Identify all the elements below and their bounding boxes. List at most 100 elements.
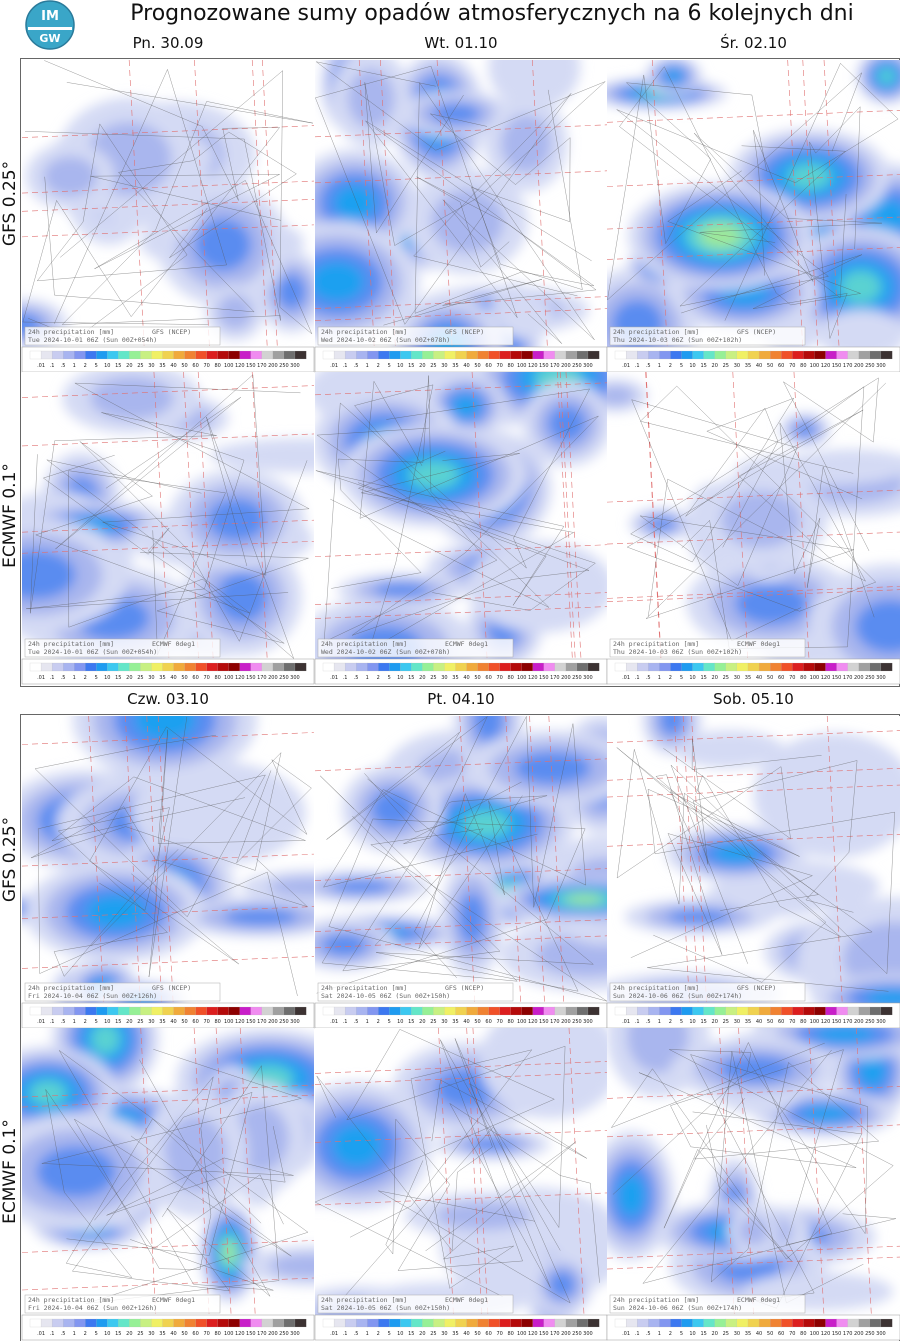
colorbar-cell (736, 1006, 749, 1016)
colorbar-label: 35 (159, 675, 165, 681)
lat-lon-line (645, 372, 662, 659)
colorbar-cell (725, 1318, 738, 1328)
colorbar-label: 250 (865, 363, 875, 369)
colorbar-label: 1 (658, 1019, 661, 1025)
colorbar-label: 200 (268, 675, 278, 681)
colorbar-label: 1 (73, 675, 76, 681)
colorbar-cell (140, 1006, 152, 1016)
colorbar-label: 100 (517, 363, 527, 369)
colorbar-label: 80 (507, 1019, 513, 1025)
lat-lon-line (802, 60, 819, 347)
caption-label: 24h precipitation [mm] (28, 984, 114, 992)
colorbar-cell (184, 662, 196, 672)
caption-valid: Sat 2024-10-05 06Z (Sun 00Z+150h) (321, 992, 450, 1000)
precip-area (195, 218, 252, 271)
colorbar-label: 80 (214, 1331, 220, 1337)
precip-area (855, 599, 900, 654)
colorbar-cell (858, 350, 871, 360)
colorbar-cell (747, 1318, 760, 1328)
colorbar-cell (378, 1006, 390, 1016)
colorbar-label: 250 (279, 675, 289, 681)
colorbar-label: 60 (192, 363, 198, 369)
colorbar-cell (217, 350, 230, 360)
colorbar-label: 40 (170, 1331, 176, 1337)
colorbar-cell (565, 1006, 578, 1016)
colorbar-label: 20 (712, 1331, 718, 1337)
logo-band (28, 27, 72, 30)
colorbar-cell (499, 350, 512, 360)
colorbar-cell (477, 1006, 489, 1016)
colorbar-label: .5 (61, 675, 66, 681)
colorbar-label: 30 (734, 1331, 740, 1337)
colorbar-cell (532, 1006, 545, 1016)
caption-model: GFS (NCEP) (152, 328, 191, 336)
colorbar-cell (847, 350, 860, 360)
lat-lon-line (607, 1245, 900, 1259)
colorbar-cell (322, 1318, 335, 1328)
lat-lon-line (607, 531, 900, 545)
precip-area (36, 1146, 116, 1198)
colorbar-label: 2 (84, 1019, 87, 1025)
colorbar-cell (356, 662, 368, 672)
colorbar-label: .5 (646, 1331, 651, 1337)
colorbar-cell (151, 1006, 163, 1016)
colorbar-cell (869, 662, 882, 672)
colorbar-cell (681, 350, 693, 360)
lat-lon-line (315, 592, 607, 605)
colorbar-label: 35 (159, 363, 165, 369)
colorbar-cell (614, 662, 627, 672)
colorbar-label: 30 (734, 675, 740, 681)
colorbar-cell (703, 662, 716, 672)
precip-area (217, 294, 253, 330)
logo: IM GW (25, 0, 75, 50)
precip-area (878, 68, 896, 84)
precip-area (501, 114, 551, 173)
lat-lon-line (808, 1028, 825, 1315)
colorbar-cell (63, 662, 75, 672)
lat-lon-line (315, 544, 607, 558)
colorbar-cell (692, 1318, 705, 1328)
colorbar-label: 10 (397, 1019, 403, 1025)
colorbar-label: 250 (572, 1331, 582, 1337)
colorbar-label: 150 (832, 1019, 842, 1025)
precip-area (268, 876, 314, 898)
colorbar-label: 150 (539, 1019, 549, 1025)
colorbar-cell (344, 350, 357, 360)
colorbar-cell (703, 1006, 716, 1016)
colorbar-cell (433, 1318, 445, 1328)
colorbar-label: 35 (452, 675, 458, 681)
colorbar-label: .5 (354, 1331, 359, 1337)
caption-model: GFS (NCEP) (737, 984, 776, 992)
colorbar-label: 10 (104, 675, 110, 681)
colorbar-label: 40 (170, 363, 176, 369)
colorbar-cell (389, 350, 401, 360)
colorbar-cell (803, 1318, 815, 1328)
colorbar-cell (261, 1318, 274, 1328)
border-line (323, 716, 587, 979)
colorbar-label: .1 (635, 675, 640, 681)
colorbar-cell (758, 662, 771, 672)
colorbar-cell (781, 1006, 793, 1016)
colorbar-cell (455, 1318, 467, 1328)
precip-area (735, 453, 900, 486)
colorbar-cell (400, 1318, 412, 1328)
colorbar-label: .5 (646, 363, 651, 369)
precip-area (488, 60, 581, 110)
colorbar-cell (825, 1006, 838, 1016)
colorbar-cell (184, 1318, 196, 1328)
colorbar-cell (543, 1318, 556, 1328)
colorbar-cell (477, 350, 489, 360)
caption-valid: Tue 2024-10-01 06Z (Sun 00Z+054h) (28, 336, 157, 344)
colorbar-label: 20 (712, 675, 718, 681)
precip-area (787, 163, 832, 190)
colorbar-cell (228, 1318, 241, 1328)
lat-lon-line (607, 247, 900, 260)
colorbar-cell (648, 662, 660, 672)
colorbar-cell (587, 662, 600, 672)
colorbar-cell (378, 662, 390, 672)
colorbar-label: 1 (366, 1331, 369, 1337)
colorbar-label: 60 (192, 675, 198, 681)
colorbar-cell (184, 350, 196, 360)
colorbar-cell (107, 1006, 119, 1016)
colorbar-cell (466, 1318, 478, 1328)
